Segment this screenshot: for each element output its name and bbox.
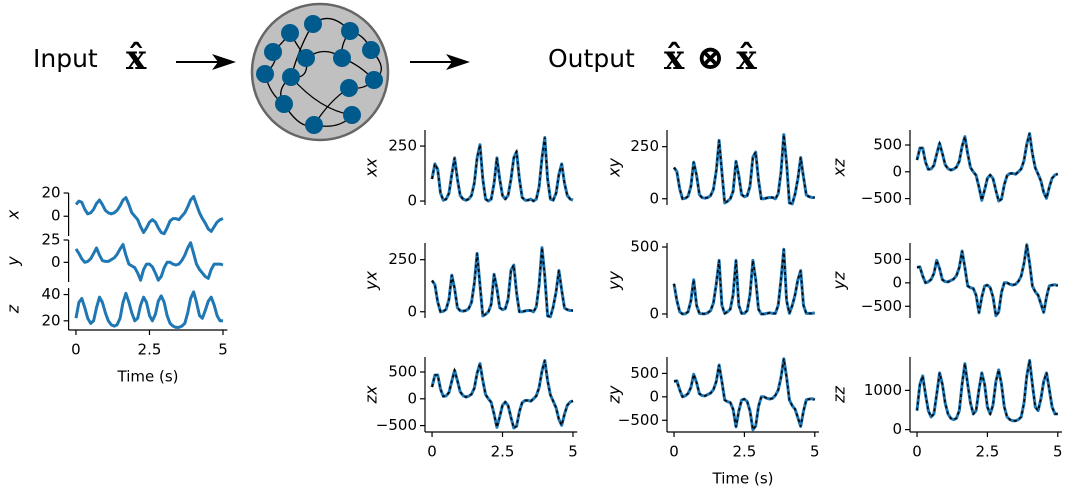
y-tick-label: 0 [51,253,61,271]
series-line [916,243,1059,318]
x-axis-label: Time (s) [117,368,179,386]
y-tick-label: 500 [388,363,417,381]
y-tick-label: 500 [873,136,902,154]
x-axis-label: Time (s) [712,470,774,488]
y-tick-label: 500 [630,238,659,256]
y-tick-label: 0 [892,273,902,291]
y-tick-label: 0 [649,387,659,405]
target-line [916,244,1059,318]
y-axis-label: zy [605,385,624,404]
y-axis-label: x [4,209,23,220]
series-line [430,359,574,430]
x-tick-label: 5 [1053,443,1063,461]
y-axis-label: xz [830,158,849,177]
series-line [672,133,815,206]
y-tick-label: 0 [51,207,61,225]
y-tick-label: 0 [407,389,417,407]
network-diagram [250,2,390,142]
target-line [673,358,816,432]
x-tick-label: 0 [71,341,81,359]
y-tick-label: 0 [892,420,902,438]
x-tick-label: 5 [568,443,578,461]
series-line [915,358,1058,423]
series-line [915,132,1059,203]
input-symbol: x̂ [126,38,147,78]
y-tick-label: 0 [407,302,417,320]
y-tick-label: −500 [618,411,659,429]
target-line [673,134,815,205]
y-tick-label: 20 [42,311,61,329]
y-tick-label: 1000 [864,381,902,399]
y-axis-label: yx [362,271,381,291]
series-line [430,246,573,319]
y-tick-label: 20 [42,184,61,202]
output-label: Output [548,44,635,73]
x-tick-label: 2.5 [732,443,756,461]
series-line [74,241,224,282]
y-tick-label: −500 [861,189,902,207]
y-axis-label: zz [830,386,849,404]
target-line [916,133,1059,203]
x-tick-label: 2.5 [138,341,162,359]
output-symbol: x̂ ⊗ x̂ [664,38,757,78]
y-tick-label: −500 [376,416,417,434]
target-line [916,360,1058,422]
arrows [176,54,470,70]
y-tick-label: 500 [630,364,659,382]
series-line [672,247,816,316]
x-tick-label: 5 [810,443,820,461]
series-line [74,290,223,329]
x-tick-label: 5 [218,341,228,359]
y-tick-label: −500 [861,297,902,315]
x-tick-label: 0 [669,443,679,461]
target-line [431,137,574,202]
y-axis-label: xx [362,158,381,178]
input-label: Input [33,44,98,73]
y-tick-label: 40 [42,285,61,303]
y-tick-label: 250 [630,137,659,155]
y-axis-label: zx [362,385,381,404]
x-tick-label: 0 [427,443,437,461]
y-axis-label: xy [605,158,624,178]
target-line [431,247,573,318]
series-line [673,357,816,432]
x-tick-label: 0 [912,443,922,461]
y-axis-label: yy [605,271,624,291]
y-tick-label: 250 [388,137,417,155]
y-axis-label: y [4,256,23,267]
y-tick-label: 0 [649,189,659,207]
series-line [74,195,224,236]
y-tick-label: 0 [649,304,659,322]
y-tick-label: 25 [42,231,61,249]
y-tick-label: 500 [873,250,902,268]
y-tick-label: 0 [407,192,417,210]
x-tick-label: 2.5 [975,443,999,461]
y-tick-label: 250 [388,250,417,268]
y-axis-label: yz [830,271,849,290]
y-tick-label: 0 [892,162,902,180]
x-tick-label: 2.5 [491,443,515,461]
y-axis-label: z [4,304,23,314]
target-line [431,360,574,430]
